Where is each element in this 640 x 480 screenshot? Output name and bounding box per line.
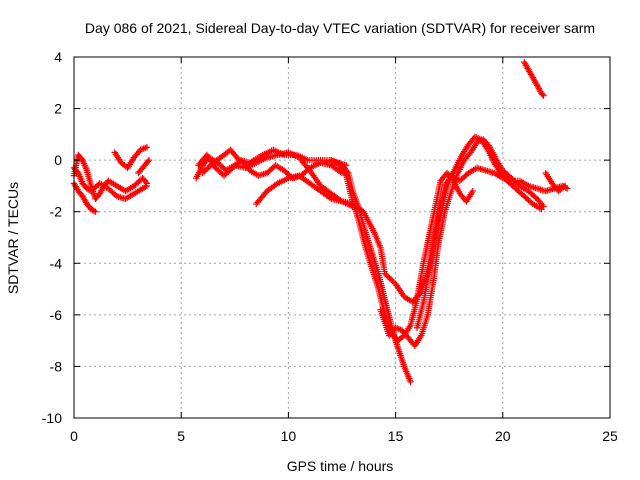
x-tick-labels: 0 5 10 15 20 25 bbox=[70, 428, 618, 444]
series-14 bbox=[521, 58, 547, 99]
x-tick-label: 20 bbox=[495, 428, 511, 444]
y-tick-label: -2 bbox=[50, 204, 63, 220]
data-point bbox=[143, 182, 151, 190]
data-point bbox=[381, 270, 389, 277]
y-tick-label: -4 bbox=[50, 255, 63, 271]
data-point bbox=[144, 158, 152, 165]
data-point bbox=[90, 207, 98, 215]
series-4 bbox=[111, 144, 151, 172]
data-point bbox=[387, 276, 395, 283]
data-point bbox=[407, 378, 414, 386]
data-point bbox=[469, 187, 476, 195]
data-point bbox=[561, 182, 569, 190]
series-2 bbox=[70, 180, 99, 215]
y-tick-label: 0 bbox=[54, 152, 62, 168]
series-3 bbox=[70, 164, 151, 203]
x-tick-label: 5 bbox=[177, 428, 185, 444]
y-tick-labels: -10 -8 -6 -4 -2 0 2 4 bbox=[42, 49, 62, 426]
y-tick-label: -6 bbox=[50, 307, 63, 323]
series-5 bbox=[135, 156, 153, 177]
data-point bbox=[145, 156, 153, 164]
data-point bbox=[204, 165, 211, 172]
data-point bbox=[383, 271, 390, 279]
x-tick-label: 15 bbox=[388, 428, 404, 444]
y-tick-label: 2 bbox=[54, 101, 62, 117]
data-points bbox=[70, 58, 571, 386]
data-point bbox=[207, 162, 214, 169]
series-15 bbox=[542, 169, 569, 195]
y-tick-label: -8 bbox=[50, 358, 63, 374]
axis-ticks bbox=[73, 56, 611, 419]
grid-lines bbox=[74, 57, 610, 418]
data-point bbox=[200, 168, 208, 175]
data-point bbox=[142, 183, 149, 190]
data-point bbox=[202, 166, 209, 174]
data-point bbox=[538, 205, 545, 213]
x-axis-label: GPS time / hours bbox=[287, 458, 394, 474]
data-point bbox=[199, 169, 206, 177]
data-point bbox=[540, 92, 547, 99]
data-point bbox=[389, 277, 396, 285]
chart-title: Day 086 of 2021, Sidereal Day-to-day VTE… bbox=[85, 20, 595, 36]
data-point bbox=[386, 274, 393, 282]
plot-frame bbox=[73, 56, 611, 419]
y-tick-label: 4 bbox=[54, 49, 62, 65]
y-tick-label: -10 bbox=[42, 410, 62, 426]
data-point bbox=[539, 91, 546, 98]
data-point bbox=[205, 163, 212, 171]
data-point bbox=[326, 194, 333, 201]
x-tick-label: 25 bbox=[602, 428, 618, 444]
x-tick-label: 0 bbox=[70, 428, 78, 444]
series-13 bbox=[413, 133, 545, 331]
data-point bbox=[143, 144, 151, 151]
data-point bbox=[92, 208, 99, 215]
data-point bbox=[272, 181, 280, 188]
x-tick-label: 10 bbox=[281, 428, 297, 444]
y-axis-label: SDTVAR / TECUs bbox=[5, 182, 21, 294]
data-point bbox=[305, 165, 312, 173]
data-point bbox=[384, 273, 392, 280]
